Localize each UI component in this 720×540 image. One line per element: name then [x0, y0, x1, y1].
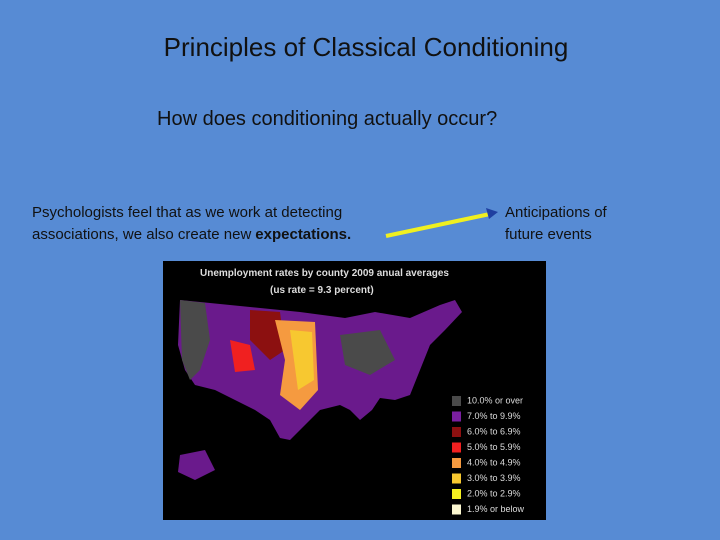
map-title: Unemployment rates by county 2009 anual … [200, 268, 449, 279]
legend-label: 1.9% or below [467, 504, 525, 514]
legend-label: 6.0% to 6.9% [467, 426, 521, 436]
slide-subtitle: How does conditioning actually occur? [157, 108, 498, 130]
legend-label: 4.0% to 4.9% [467, 457, 521, 467]
legend-swatch [452, 504, 461, 515]
text-line: Anticipations of [505, 204, 607, 221]
text-line: associations, we also create new [32, 226, 252, 243]
bold-text: expectations. [255, 226, 352, 243]
left-text: Psychologists feel that as we work at de… [32, 202, 351, 246]
legend-swatch [452, 489, 461, 499]
text-line: future events [505, 226, 592, 243]
map-region [290, 330, 314, 390]
legend-swatch [452, 442, 461, 453]
legend-swatch [452, 473, 461, 484]
slide-title: Principles of Classical Conditioning [163, 32, 569, 62]
legend-label: 5.0% to 5.9% [467, 442, 521, 452]
legend-swatch [452, 396, 461, 406]
map-shape [178, 300, 462, 440]
map-region [180, 300, 210, 380]
legend-label: 3.0% to 3.9% [467, 473, 521, 483]
arrow-head [486, 208, 498, 219]
right-text: Anticipations of future events [505, 202, 607, 246]
arrow [385, 212, 491, 238]
map-region [178, 450, 215, 480]
legend-swatch [452, 427, 461, 437]
legend-label: 2.0% to 2.9% [467, 488, 521, 498]
text-line: associations, we also create new expectat… [32, 224, 351, 246]
legend-swatch [452, 411, 461, 422]
legend-swatch [452, 458, 461, 468]
map-subtitle: (us rate = 9.3 percent) [270, 285, 374, 296]
text-line: Psychologists feel that as we work at de… [32, 204, 343, 221]
legend-label: 10.0% or over [467, 395, 523, 405]
map-region [230, 340, 255, 372]
map-region [340, 330, 395, 375]
legend-label: 7.0% to 9.9% [467, 411, 521, 421]
